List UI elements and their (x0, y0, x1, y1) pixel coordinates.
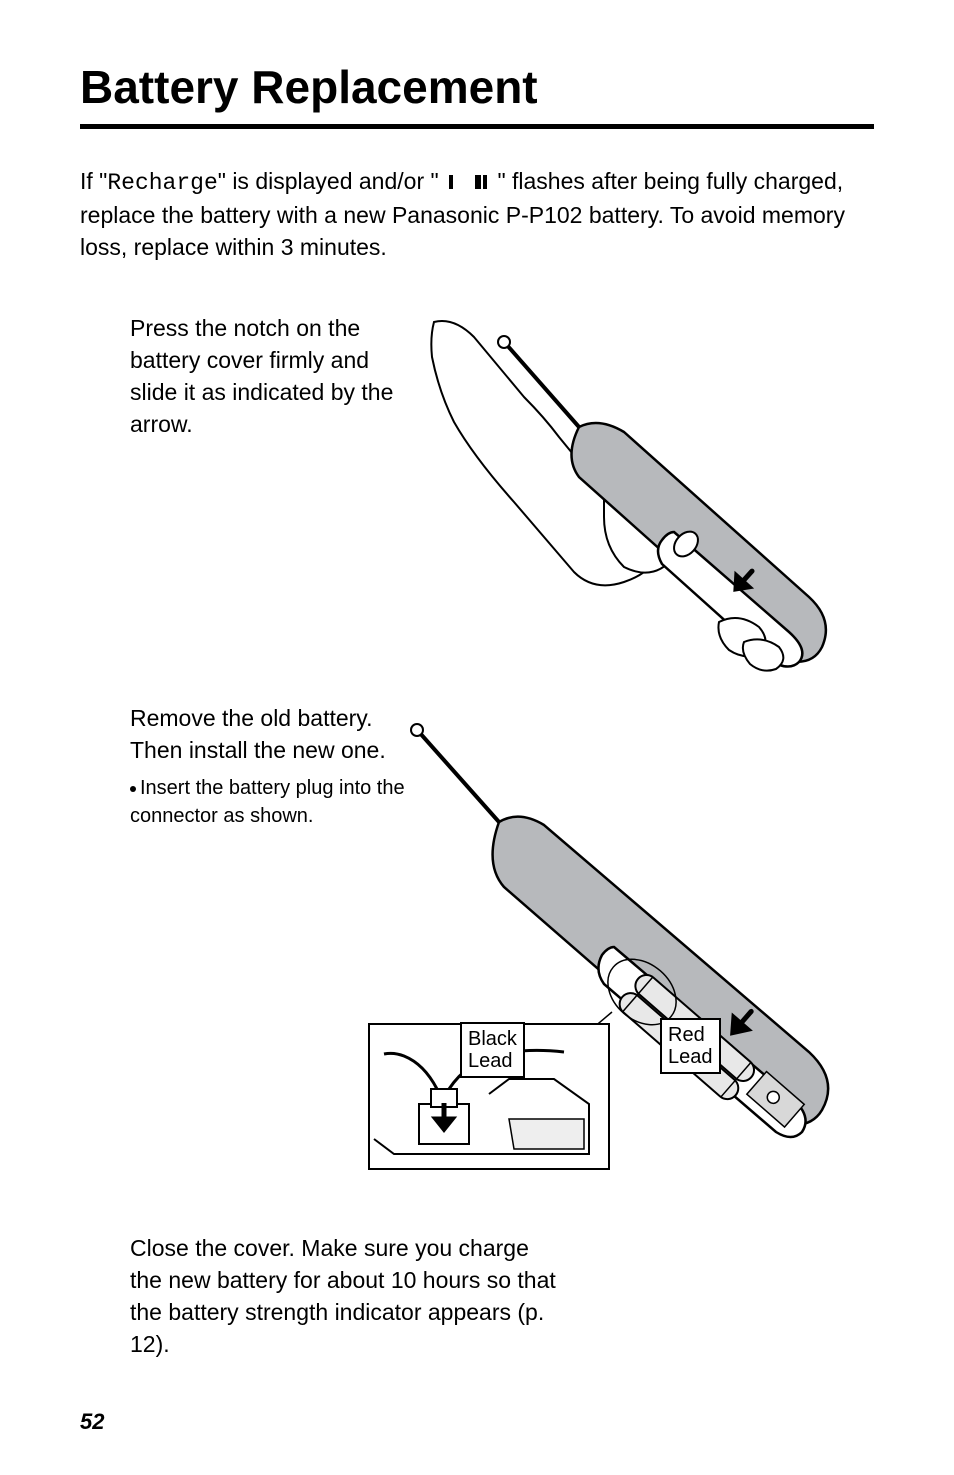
intro-paragraph: If "Recharge" is displayed and/or " " fl… (80, 165, 874, 264)
black-lead-label: Black Lead (460, 1022, 525, 1078)
step-2: Remove the old battery. Then install the… (80, 702, 874, 1172)
battery-low-icon (447, 167, 489, 199)
intro-middle1: " is displayed and/or " (218, 168, 445, 194)
step1-text: Press the notch on the battery cover fir… (80, 312, 420, 441)
step1-illustration (404, 302, 874, 677)
step3-text: Close the cover. Make sure you charge th… (80, 1232, 560, 1361)
recharge-code-text: Recharge (107, 170, 217, 196)
page-title: Battery Replacement (80, 60, 874, 129)
step-1: Press the notch on the battery cover fir… (80, 312, 874, 682)
page-number: 52 (80, 1409, 104, 1435)
intro-prefix: If " (80, 168, 107, 194)
bullet-icon (130, 786, 136, 792)
red-lead-label: Red Lead (660, 1018, 721, 1074)
step2-illustration (364, 692, 884, 1177)
step-3: Close the cover. Make sure you charge th… (80, 1232, 874, 1361)
